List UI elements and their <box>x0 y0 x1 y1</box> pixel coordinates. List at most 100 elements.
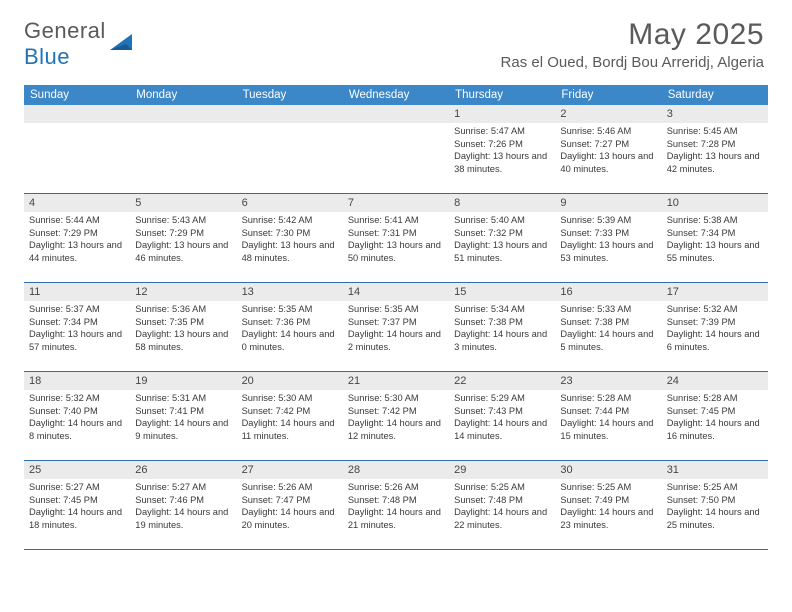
day-body: Sunrise: 5:37 AMSunset: 7:34 PMDaylight:… <box>24 301 130 357</box>
day-body: Sunrise: 5:39 AMSunset: 7:33 PMDaylight:… <box>555 212 661 268</box>
day-number: 27 <box>237 461 343 479</box>
daylight-line: Daylight: 14 hours and 18 minutes. <box>29 506 125 531</box>
sunrise-line: Sunrise: 5:41 AM <box>348 214 444 227</box>
day-number: 24 <box>662 372 768 390</box>
weekday-mon: Monday <box>130 85 236 105</box>
day-body: Sunrise: 5:25 AMSunset: 7:48 PMDaylight:… <box>449 479 555 535</box>
day-number: 21 <box>343 372 449 390</box>
day-cell: 17Sunrise: 5:32 AMSunset: 7:39 PMDayligh… <box>662 283 768 371</box>
day-cell: 2Sunrise: 5:46 AMSunset: 7:27 PMDaylight… <box>555 105 661 193</box>
sunset-line: Sunset: 7:31 PM <box>348 227 444 240</box>
daylight-line: Daylight: 13 hours and 58 minutes. <box>135 328 231 353</box>
day-cell: 5Sunrise: 5:43 AMSunset: 7:29 PMDaylight… <box>130 194 236 282</box>
day-body: Sunrise: 5:28 AMSunset: 7:44 PMDaylight:… <box>555 390 661 446</box>
sunset-line: Sunset: 7:44 PM <box>560 405 656 418</box>
day-number: 25 <box>24 461 130 479</box>
day-number-empty <box>130 105 236 123</box>
sunrise-line: Sunrise: 5:36 AM <box>135 303 231 316</box>
day-number-empty <box>237 105 343 123</box>
daylight-line: Daylight: 13 hours and 57 minutes. <box>29 328 125 353</box>
daylight-line: Daylight: 13 hours and 48 minutes. <box>242 239 338 264</box>
day-number: 26 <box>130 461 236 479</box>
day-body: Sunrise: 5:47 AMSunset: 7:26 PMDaylight:… <box>449 123 555 179</box>
daylight-line: Daylight: 14 hours and 20 minutes. <box>242 506 338 531</box>
day-body: Sunrise: 5:26 AMSunset: 7:48 PMDaylight:… <box>343 479 449 535</box>
day-cell: 20Sunrise: 5:30 AMSunset: 7:42 PMDayligh… <box>237 372 343 460</box>
day-number: 22 <box>449 372 555 390</box>
day-number: 14 <box>343 283 449 301</box>
day-body: Sunrise: 5:35 AMSunset: 7:37 PMDaylight:… <box>343 301 449 357</box>
day-number: 23 <box>555 372 661 390</box>
day-number: 4 <box>24 194 130 212</box>
sunset-line: Sunset: 7:30 PM <box>242 227 338 240</box>
day-number: 17 <box>662 283 768 301</box>
sunset-line: Sunset: 7:46 PM <box>135 494 231 507</box>
week-row: 1Sunrise: 5:47 AMSunset: 7:26 PMDaylight… <box>24 105 768 194</box>
sunrise-line: Sunrise: 5:42 AM <box>242 214 338 227</box>
day-cell <box>237 105 343 193</box>
sunset-line: Sunset: 7:45 PM <box>29 494 125 507</box>
sunset-line: Sunset: 7:34 PM <box>667 227 763 240</box>
day-number-empty <box>24 105 130 123</box>
sunset-line: Sunset: 7:40 PM <box>29 405 125 418</box>
sunrise-line: Sunrise: 5:26 AM <box>348 481 444 494</box>
day-cell: 12Sunrise: 5:36 AMSunset: 7:35 PMDayligh… <box>130 283 236 371</box>
day-cell: 22Sunrise: 5:29 AMSunset: 7:43 PMDayligh… <box>449 372 555 460</box>
daylight-line: Daylight: 14 hours and 19 minutes. <box>135 506 231 531</box>
week-row: 4Sunrise: 5:44 AMSunset: 7:29 PMDaylight… <box>24 194 768 283</box>
week-row: 18Sunrise: 5:32 AMSunset: 7:40 PMDayligh… <box>24 372 768 461</box>
sunset-line: Sunset: 7:42 PM <box>348 405 444 418</box>
sunrise-line: Sunrise: 5:45 AM <box>667 125 763 138</box>
day-number: 15 <box>449 283 555 301</box>
day-number: 11 <box>24 283 130 301</box>
sunrise-line: Sunrise: 5:34 AM <box>454 303 550 316</box>
day-number: 7 <box>343 194 449 212</box>
daylight-line: Daylight: 13 hours and 40 minutes. <box>560 150 656 175</box>
sunrise-line: Sunrise: 5:37 AM <box>29 303 125 316</box>
week-row: 11Sunrise: 5:37 AMSunset: 7:34 PMDayligh… <box>24 283 768 372</box>
day-cell: 8Sunrise: 5:40 AMSunset: 7:32 PMDaylight… <box>449 194 555 282</box>
day-cell: 19Sunrise: 5:31 AMSunset: 7:41 PMDayligh… <box>130 372 236 460</box>
day-cell: 14Sunrise: 5:35 AMSunset: 7:37 PMDayligh… <box>343 283 449 371</box>
day-body: Sunrise: 5:40 AMSunset: 7:32 PMDaylight:… <box>449 212 555 268</box>
day-cell: 23Sunrise: 5:28 AMSunset: 7:44 PMDayligh… <box>555 372 661 460</box>
day-body: Sunrise: 5:27 AMSunset: 7:46 PMDaylight:… <box>130 479 236 535</box>
day-body: Sunrise: 5:25 AMSunset: 7:49 PMDaylight:… <box>555 479 661 535</box>
day-body: Sunrise: 5:35 AMSunset: 7:36 PMDaylight:… <box>237 301 343 357</box>
day-body: Sunrise: 5:45 AMSunset: 7:28 PMDaylight:… <box>662 123 768 179</box>
sunset-line: Sunset: 7:27 PM <box>560 138 656 151</box>
sunset-line: Sunset: 7:33 PM <box>560 227 656 240</box>
day-number: 6 <box>237 194 343 212</box>
sunset-line: Sunset: 7:26 PM <box>454 138 550 151</box>
logo-text-general: General <box>24 18 106 43</box>
day-body: Sunrise: 5:41 AMSunset: 7:31 PMDaylight:… <box>343 212 449 268</box>
day-body: Sunrise: 5:25 AMSunset: 7:50 PMDaylight:… <box>662 479 768 535</box>
sunrise-line: Sunrise: 5:28 AM <box>560 392 656 405</box>
week-row: 25Sunrise: 5:27 AMSunset: 7:45 PMDayligh… <box>24 461 768 550</box>
sunset-line: Sunset: 7:42 PM <box>242 405 338 418</box>
day-cell: 25Sunrise: 5:27 AMSunset: 7:45 PMDayligh… <box>24 461 130 549</box>
day-cell: 6 Sunrise: 5:42 AMSunset: 7:30 PMDaylight… <box>237 194 343 282</box>
day-body: Sunrise: 5:44 AMSunset: 7:29 PMDaylight:… <box>24 212 130 268</box>
day-body: Sunrise: 5:34 AMSunset: 7:38 PMDaylight:… <box>449 301 555 357</box>
sunrise-line: Sunrise: 5:47 AM <box>454 125 550 138</box>
day-cell: 3Sunrise: 5:45 AMSunset: 7:28 PMDaylight… <box>662 105 768 193</box>
day-cell <box>24 105 130 193</box>
daylight-line: Daylight: 13 hours and 38 minutes. <box>454 150 550 175</box>
sunset-line: Sunset: 7:39 PM <box>667 316 763 329</box>
day-cell: 11Sunrise: 5:37 AMSunset: 7:34 PMDayligh… <box>24 283 130 371</box>
weekday-sat: Saturday <box>662 85 768 105</box>
day-cell: 30Sunrise: 5:25 AMSunset: 7:49 PMDayligh… <box>555 461 661 549</box>
sunrise-line: Sunrise: 5:35 AM <box>348 303 444 316</box>
day-cell: 16Sunrise: 5:33 AMSunset: 7:38 PMDayligh… <box>555 283 661 371</box>
daylight-line: Daylight: 14 hours and 8 minutes. <box>29 417 125 442</box>
sunset-line: Sunset: 7:34 PM <box>29 316 125 329</box>
daylight-line: Daylight: 13 hours and 42 minutes. <box>667 150 763 175</box>
daylight-line: Daylight: 14 hours and 5 minutes. <box>560 328 656 353</box>
weekday-fri: Friday <box>555 85 661 105</box>
logo: General Blue <box>24 18 136 70</box>
day-number: 29 <box>449 461 555 479</box>
day-cell: 10Sunrise: 5:38 AMSunset: 7:34 PMDayligh… <box>662 194 768 282</box>
sunrise-line: Sunrise: 5:35 AM <box>242 303 338 316</box>
day-number: 2 <box>555 105 661 123</box>
